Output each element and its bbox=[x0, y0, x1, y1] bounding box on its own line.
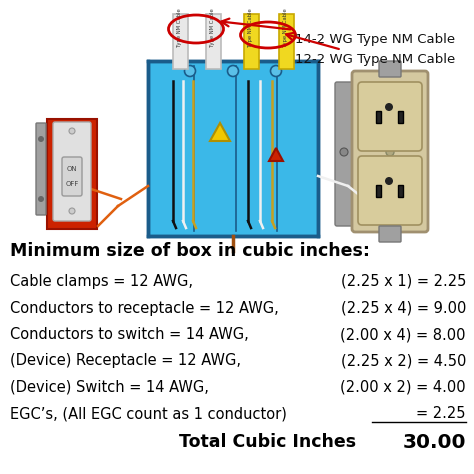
FancyBboxPatch shape bbox=[398, 111, 403, 123]
Circle shape bbox=[184, 65, 195, 76]
Text: Conductors to receptacle = 12 AWG,: Conductors to receptacle = 12 AWG, bbox=[10, 301, 279, 316]
FancyBboxPatch shape bbox=[358, 156, 422, 225]
Text: = 2.25: = 2.25 bbox=[417, 407, 466, 421]
Circle shape bbox=[385, 103, 393, 111]
FancyBboxPatch shape bbox=[62, 157, 82, 196]
Text: Conductors to switch = 14 AWG,: Conductors to switch = 14 AWG, bbox=[10, 327, 249, 342]
Text: Type NM Cable: Type NM Cable bbox=[177, 8, 182, 47]
Circle shape bbox=[69, 128, 75, 134]
Text: 12-2 WG Type NM Cable: 12-2 WG Type NM Cable bbox=[286, 33, 455, 65]
Text: 30.00: 30.00 bbox=[402, 433, 466, 452]
FancyBboxPatch shape bbox=[244, 14, 259, 69]
Text: ON: ON bbox=[67, 166, 77, 172]
Polygon shape bbox=[269, 148, 283, 161]
Polygon shape bbox=[210, 123, 230, 141]
FancyBboxPatch shape bbox=[379, 226, 401, 242]
Text: Minimum size of box in cubic inches:: Minimum size of box in cubic inches: bbox=[10, 242, 370, 260]
Text: Cable clamps = 12 AWG,: Cable clamps = 12 AWG, bbox=[10, 274, 193, 289]
Text: (2.25 x 1) = 2.25: (2.25 x 1) = 2.25 bbox=[341, 274, 466, 289]
Text: Type NM Cable: Type NM Cable bbox=[248, 8, 254, 47]
Circle shape bbox=[386, 148, 394, 156]
Circle shape bbox=[38, 136, 44, 142]
FancyBboxPatch shape bbox=[53, 122, 91, 221]
Text: Type NM Cable: Type NM Cable bbox=[283, 8, 289, 47]
Text: (2.00 x 4) = 8.00: (2.00 x 4) = 8.00 bbox=[340, 327, 466, 342]
FancyBboxPatch shape bbox=[279, 14, 294, 69]
FancyBboxPatch shape bbox=[352, 71, 428, 232]
Text: 14-2 WG Type NM Cable: 14-2 WG Type NM Cable bbox=[221, 18, 455, 46]
Circle shape bbox=[38, 196, 44, 202]
Text: (Device) Switch = 14 AWG,: (Device) Switch = 14 AWG, bbox=[10, 380, 209, 395]
FancyBboxPatch shape bbox=[376, 185, 381, 197]
Text: Total Cubic Inches: Total Cubic Inches bbox=[179, 433, 356, 451]
Text: (2.25 x 4) = 9.00: (2.25 x 4) = 9.00 bbox=[341, 301, 466, 316]
Text: (2.25 x 2) = 4.50: (2.25 x 2) = 4.50 bbox=[341, 354, 466, 368]
FancyBboxPatch shape bbox=[36, 123, 46, 215]
FancyBboxPatch shape bbox=[206, 14, 221, 69]
Text: (2.00 x 2) = 4.00: (2.00 x 2) = 4.00 bbox=[340, 380, 466, 395]
Text: EGC’s, (All EGC count as 1 conductor): EGC’s, (All EGC count as 1 conductor) bbox=[10, 407, 287, 421]
Text: Type NM Cable: Type NM Cable bbox=[210, 8, 216, 47]
FancyBboxPatch shape bbox=[398, 185, 403, 197]
Circle shape bbox=[340, 148, 348, 156]
Circle shape bbox=[271, 65, 282, 76]
FancyBboxPatch shape bbox=[148, 61, 318, 236]
FancyBboxPatch shape bbox=[335, 82, 353, 226]
FancyBboxPatch shape bbox=[358, 82, 422, 151]
FancyBboxPatch shape bbox=[376, 111, 381, 123]
Circle shape bbox=[385, 177, 393, 185]
FancyBboxPatch shape bbox=[47, 119, 97, 229]
Text: (Device) Receptacle = 12 AWG,: (Device) Receptacle = 12 AWG, bbox=[10, 354, 241, 368]
FancyBboxPatch shape bbox=[173, 14, 188, 69]
Circle shape bbox=[228, 65, 238, 76]
Circle shape bbox=[69, 208, 75, 214]
Text: OFF: OFF bbox=[65, 181, 79, 187]
FancyBboxPatch shape bbox=[379, 61, 401, 77]
